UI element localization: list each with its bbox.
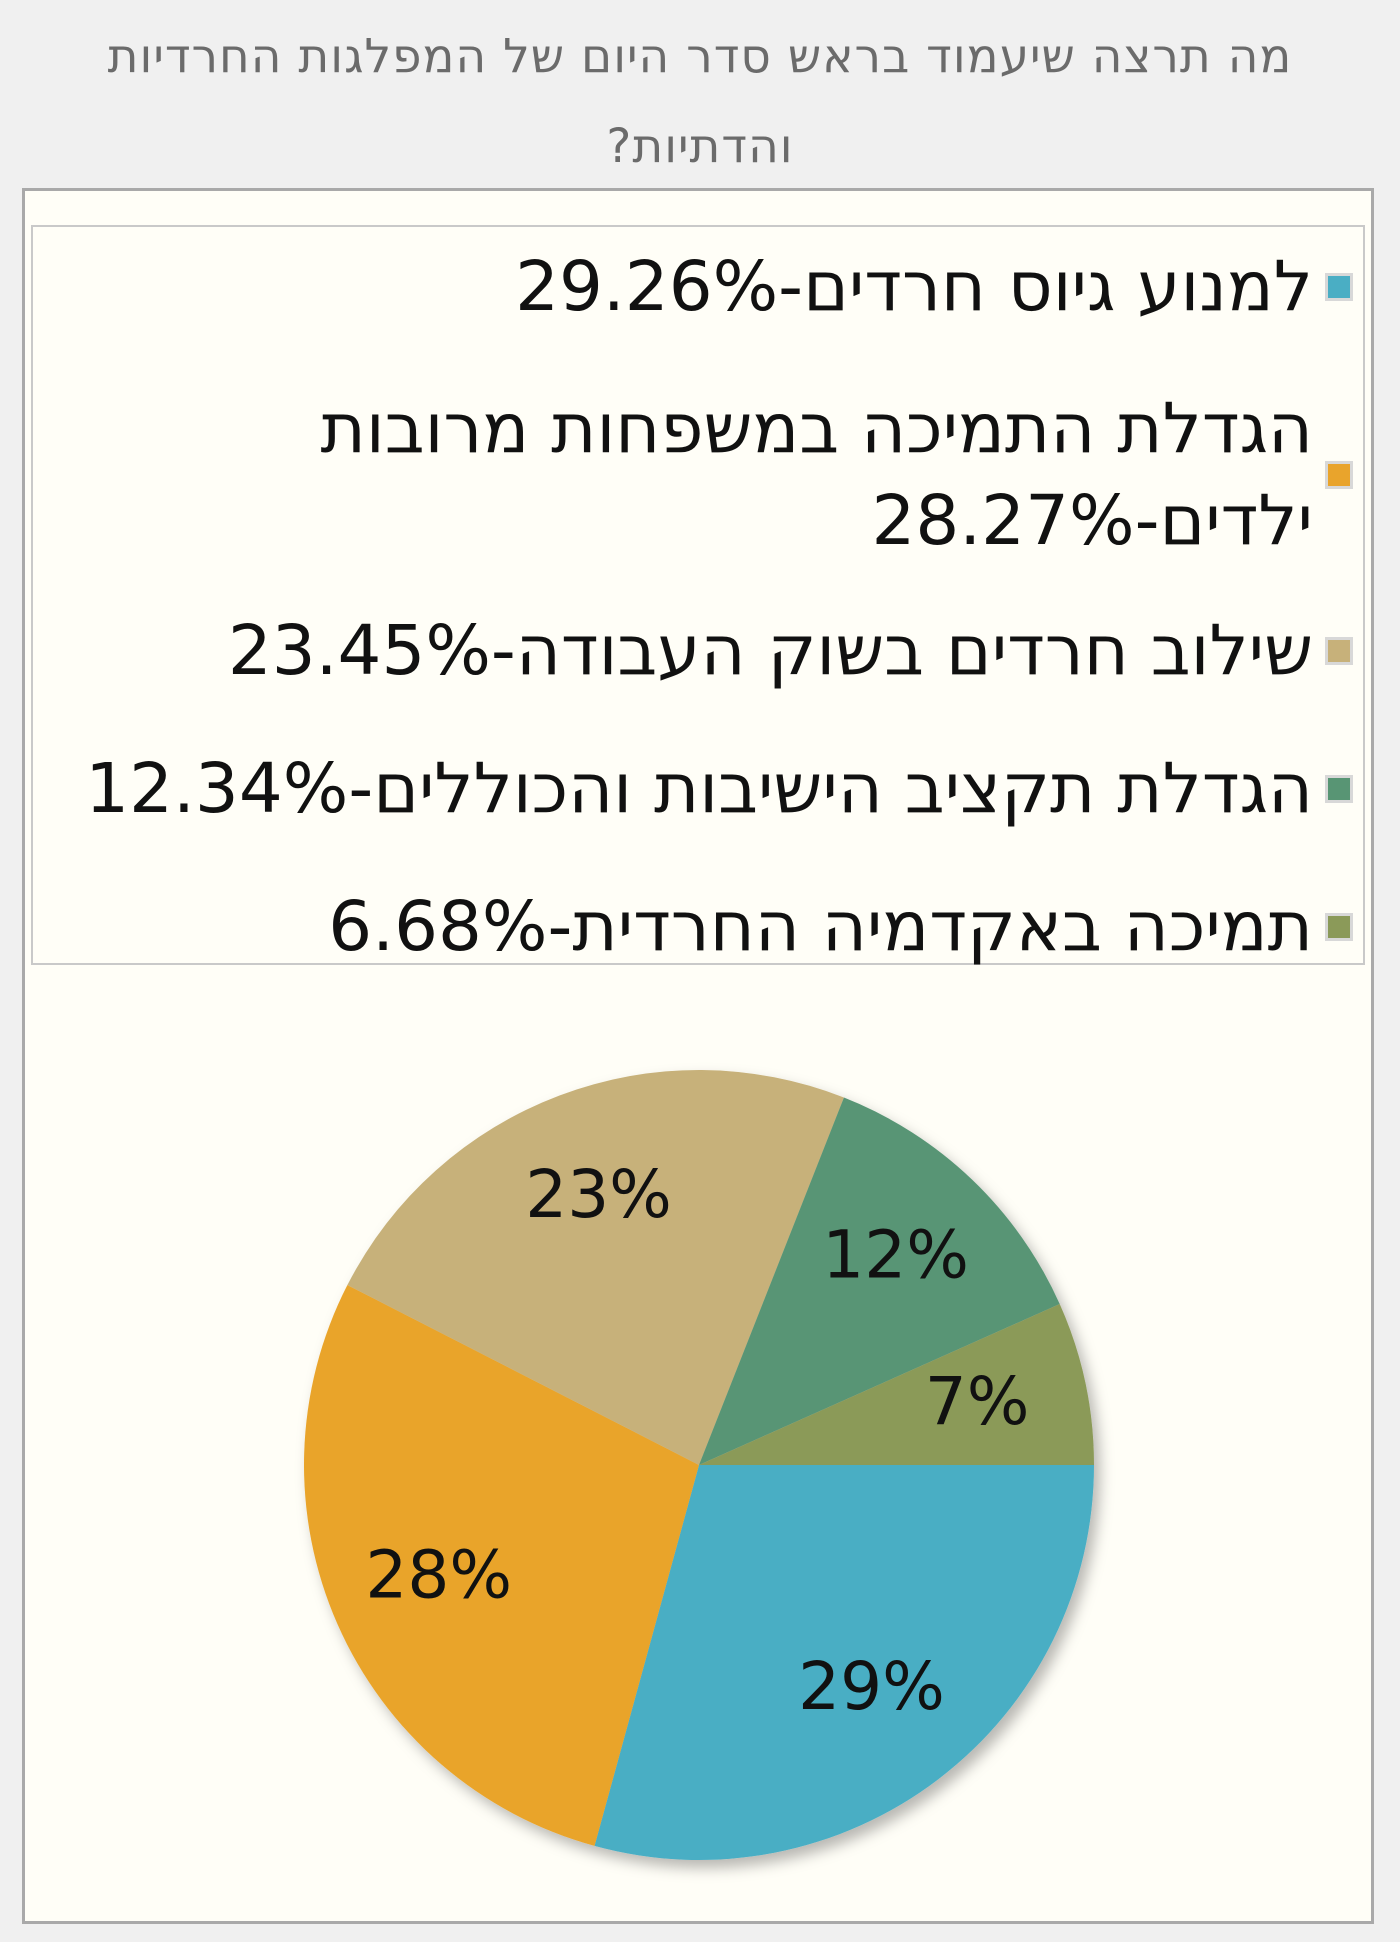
pie-slice-1 [303,1285,699,1846]
legend-label: שילוב חרדים בשוק העבודה-23.45% [227,611,1313,691]
chart-legend: למנוע גיוס חרדים-29.26% הגדלת התמיכה במש… [31,225,1365,967]
pie-data-label-0: 29% [798,1648,945,1725]
legend-item-yeshiva-budget: הגדלת תקציב הישיבות והכוללים-12.34% [85,743,1353,835]
pie-slice-2 [347,1070,844,1465]
chart-container: 29% 28% 23% 12% 7% למנוע גיוס חרדים-29.26% ה… [22,188,1374,1924]
legend-label: תמיכה באקדמיה החרדית-6.68% [328,887,1313,967]
pie-slice-4 [699,1304,1095,1465]
legend-item-labor-market: שילוב חרדים בשוק העבודה-23.45% [228,605,1353,697]
legend-swatch [1325,775,1353,803]
pie-data-label-2: 23% [525,1156,672,1233]
chart-question-title: מה תרצה שיעמוד בראש סדר היום של המפלגות … [107,29,1293,174]
pie-data-label-4: 7% [925,1363,1030,1440]
pie-slice-0 [594,1465,1094,1860]
legend-item-large-families: הגדלת התמיכה במשפחות מרובות ילדים-28.27% [283,383,1353,567]
legend-item-prevent-draft: למנוע גיוס חרדים-29.26% [515,241,1353,333]
legend-swatch [1325,273,1353,301]
pie-slice-3 [699,1097,1060,1465]
pie-data-label-3: 12% [822,1217,969,1294]
legend-label: הגדלת התמיכה במשפחות מרובות ילדים-28.27% [320,389,1313,561]
legend-item-haredi-academia: תמיכה באקדמיה החרדית-6.68% [328,881,1353,973]
pie-chart: 29% 28% 23% 12% 7% [303,1070,1095,1860]
legend-swatch [1325,913,1353,941]
legend-label: הגדלת תקציב הישיבות והכוללים-12.34% [85,749,1313,829]
legend-swatch [1325,637,1353,665]
legend-swatch [1325,461,1353,489]
pie-data-label-1: 28% [365,1537,512,1614]
legend-label: למנוע גיוס חרדים-29.26% [515,247,1313,327]
